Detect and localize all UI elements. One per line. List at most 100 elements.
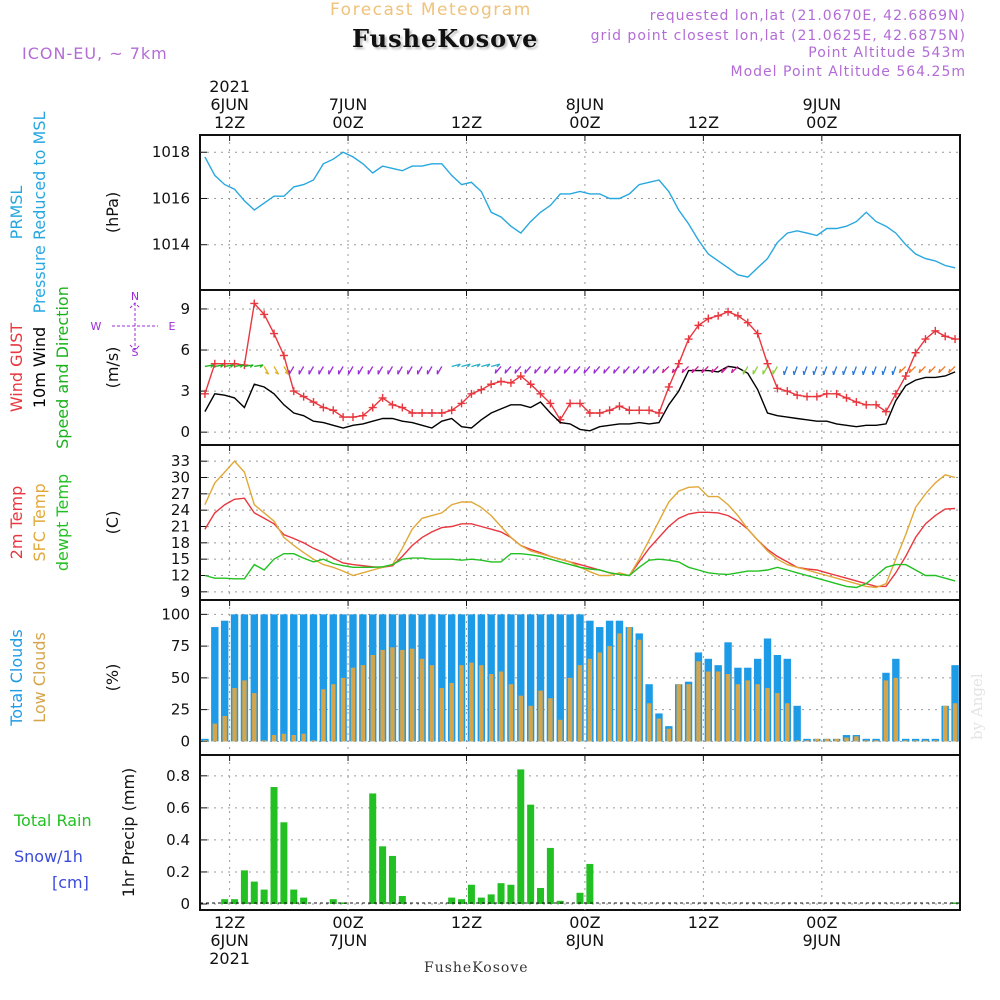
wind-arrow-head <box>524 369 527 374</box>
y-tick-label: 0 <box>180 895 190 913</box>
gust-marker <box>289 387 298 396</box>
low-cloud-bar <box>676 684 681 742</box>
gust-marker <box>891 389 900 398</box>
y-tick-label: 25 <box>171 701 190 719</box>
wind-direction-arrow <box>298 366 305 375</box>
gust-marker <box>368 403 377 412</box>
wind-direction-arrow <box>652 366 660 374</box>
wind-direction-arrow <box>623 366 630 374</box>
wind-arrow-head <box>504 369 507 374</box>
wind-direction-arrow <box>504 366 512 374</box>
low-cloud-bar <box>439 688 445 742</box>
wind-arrow-head <box>701 368 704 373</box>
wind-arrow-head <box>792 370 795 376</box>
precip-bar <box>458 899 466 904</box>
wind-direction-arrow <box>793 366 798 376</box>
gust-marker <box>398 403 407 412</box>
total-cloud-bar <box>220 620 229 742</box>
wind-direction-arrow <box>234 364 244 368</box>
wind-direction-arrow <box>632 366 640 374</box>
gust-marker <box>566 399 575 408</box>
panel-frame-pressure <box>199 134 961 291</box>
gust-marker <box>941 332 950 341</box>
gust-marker <box>200 389 209 398</box>
wind-direction-arrow <box>681 365 690 374</box>
y-tick-label: 0.6 <box>166 799 190 817</box>
wind-direction-arrow <box>367 366 374 375</box>
low-cloud-bar <box>558 719 563 742</box>
wind-arrow-head <box>812 370 815 376</box>
gust-marker <box>832 389 841 398</box>
wind-direction-arrow <box>593 366 601 374</box>
gust-marker <box>329 406 338 415</box>
wind-arrow-head <box>466 363 471 368</box>
compass-rose-icon <box>112 302 158 351</box>
low-cloud-bar <box>725 674 731 742</box>
precip-bar <box>260 889 268 904</box>
unit-label-wind: (m/s) <box>103 347 122 389</box>
top-date-label: 7JUN <box>329 95 368 114</box>
wind-arrow-head <box>563 369 566 374</box>
gust-marker <box>506 378 515 387</box>
y-tick-label: 21 <box>171 517 190 535</box>
bottom-tick-label: 12Z <box>214 913 245 932</box>
requested-coords: requested lon,lat (21.0670E, 42.6869N) <box>649 8 966 24</box>
wind-direction-arrow <box>534 366 542 374</box>
gust-marker <box>250 299 259 308</box>
wind-arrow-head <box>230 364 234 368</box>
low-cloud-bar <box>627 627 632 742</box>
panel-label: Wind GUST <box>7 323 26 413</box>
wind-arrow-head <box>822 370 825 376</box>
gust-marker <box>654 408 663 417</box>
low-cloud-bar <box>587 658 593 742</box>
low-cloud-bar <box>390 647 395 742</box>
total-cloud-bar <box>517 614 525 742</box>
gust-marker <box>497 377 506 386</box>
series-line-dewpt-temp <box>204 553 956 589</box>
gust-marker <box>812 392 821 401</box>
series-line-2m-temp <box>204 497 956 588</box>
top-tick-label: 00Z <box>569 113 600 132</box>
total-cloud-bar <box>309 614 318 742</box>
low-cloud-bar <box>804 740 810 742</box>
wind-arrow-head <box>259 364 264 368</box>
gust-marker <box>783 387 792 396</box>
low-cloud-bar <box>261 740 267 742</box>
wind-direction-arrow <box>671 365 680 374</box>
low-cloud-bar <box>400 649 405 742</box>
model-label: ICON-EU, ~ 7km <box>22 44 168 63</box>
wind-direction-arrow <box>752 366 759 375</box>
wind-direction-arrow <box>544 366 551 374</box>
top-year-label: 2021 <box>209 77 250 96</box>
wind-direction-arrow <box>224 364 234 368</box>
low-cloud-bar <box>913 740 918 742</box>
panel-label: Pressure Reduced to MSL <box>30 111 49 313</box>
wind-direction-arrow <box>417 366 423 375</box>
precip-bar <box>477 897 485 904</box>
bottom-date-label: 8JUN <box>566 931 605 950</box>
y-tick-label: 0.2 <box>166 863 190 881</box>
low-cloud-bar <box>498 671 504 742</box>
wind-direction-arrow <box>691 365 699 374</box>
gust-marker <box>822 389 831 398</box>
low-cloud-bar <box>597 652 602 742</box>
precip-bar <box>556 900 564 904</box>
total-cloud-bar <box>270 614 278 742</box>
gust-marker <box>881 407 890 416</box>
gust-marker <box>358 411 367 420</box>
gust-marker <box>408 408 417 417</box>
gust-marker <box>872 400 881 409</box>
panel-label: 2m Temp <box>7 486 26 560</box>
y-tick-label: 50 <box>171 669 190 687</box>
total-cloud-bar <box>240 614 249 742</box>
low-cloud-bar <box>459 665 464 742</box>
series-line-sfc-temp <box>204 460 956 589</box>
wind-arrow-head <box>802 370 805 376</box>
low-cloud-bar <box>449 682 454 742</box>
low-cloud-bar <box>883 680 889 742</box>
total-cloud-bar <box>290 614 298 742</box>
total-cloud-bar <box>921 738 930 742</box>
bottom-tick-label: 12Z <box>688 913 719 932</box>
bottom-date-label: 6JUN <box>210 931 249 950</box>
low-cloud-bar <box>715 671 721 742</box>
